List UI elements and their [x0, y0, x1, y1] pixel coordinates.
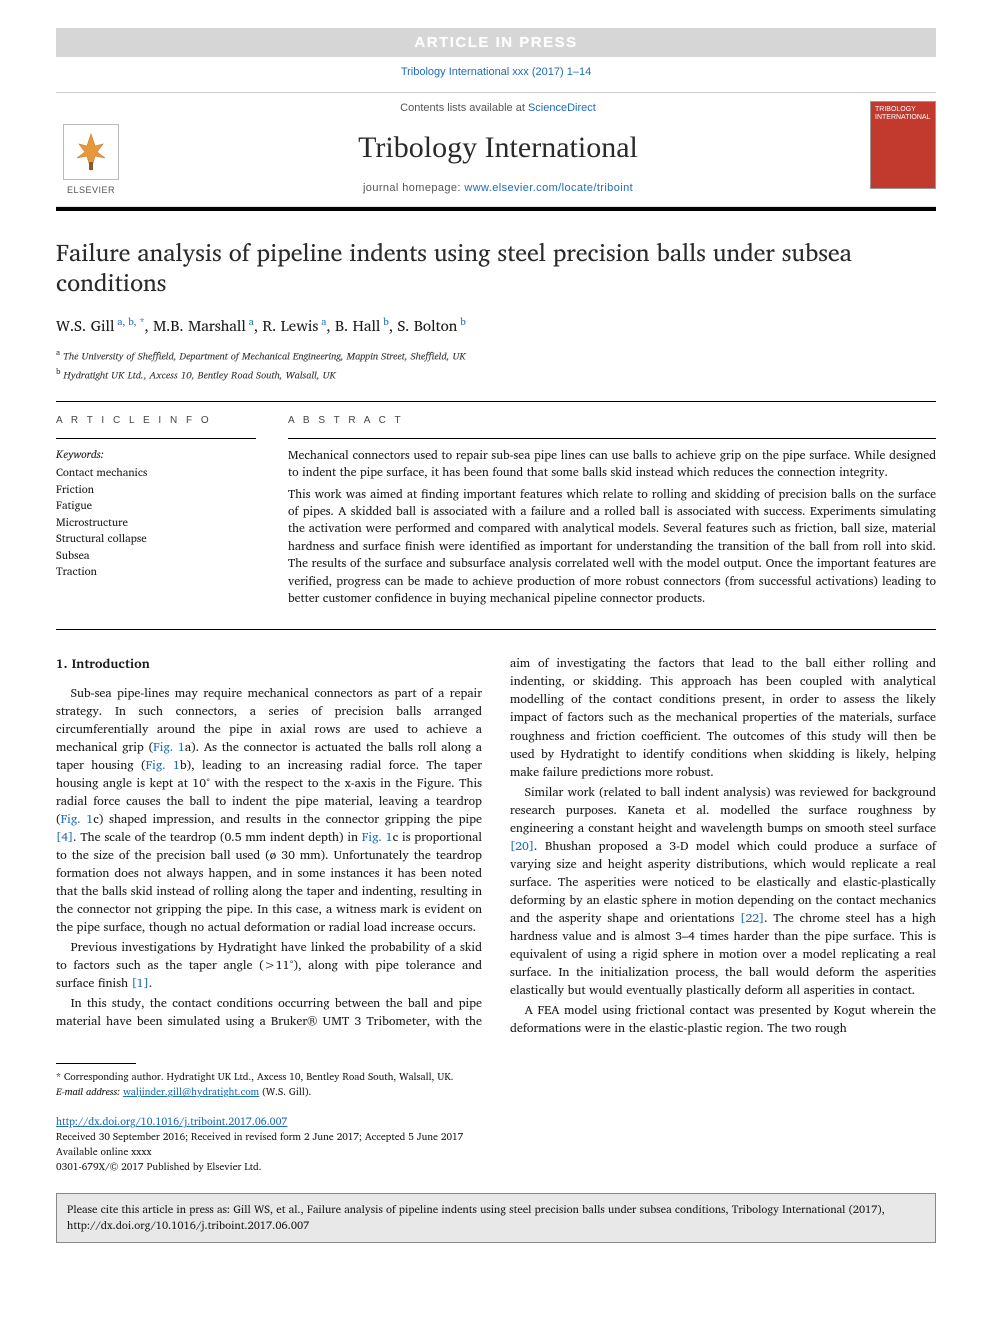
email-label: E-mail address: [56, 1084, 120, 1100]
abstract-text: Mechanical connectors used to repair sub… [288, 447, 936, 608]
corresponding-email-link[interactable]: waljinder.gill@hydratight.com [123, 1084, 259, 1100]
divider [56, 629, 936, 630]
keywords-list: Contact mechanicsFrictionFatigueMicrostr… [56, 464, 256, 580]
contents-prefix: Contents lists available at [400, 102, 528, 114]
footnote-rule [56, 1063, 136, 1064]
article-info-column: A R T I C L E I N F O Keywords: Contact … [56, 414, 256, 612]
keyword: Traction [56, 563, 256, 580]
author: M.B. Marshall a [153, 313, 254, 338]
body-paragraph: A FEA model using frictional contact was… [510, 1001, 936, 1037]
journal-homepage-link[interactable]: www.elsevier.com/locate/triboint [464, 182, 633, 194]
affiliations: a The University of Sheffield, Departmen… [56, 346, 936, 383]
abstract-paragraph: Mechanical connectors used to repair sub… [288, 447, 936, 482]
author: R. Lewis a [262, 313, 326, 338]
elsevier-tree-icon [63, 124, 119, 180]
publisher-logo-block: ELSEVIER [56, 101, 136, 196]
copyright-line: 0301-679X/© 2017 Published by Elsevier L… [56, 1160, 936, 1175]
keyword: Microstructure [56, 514, 256, 531]
homepage-prefix: journal homepage: [363, 182, 464, 194]
abstract-column: A B S T R A C T Mechanical connectors us… [288, 414, 936, 612]
keywords-label: Keywords: [56, 447, 256, 462]
article-in-press-banner: ARTICLE IN PRESS [56, 28, 936, 57]
affiliation: a The University of Sheffield, Departmen… [56, 346, 936, 364]
keyword: Friction [56, 481, 256, 498]
citation-header: Tribology International xxx (2017) 1–14 [56, 65, 936, 80]
abstract-label: A B S T R A C T [288, 414, 936, 428]
divider [288, 438, 936, 439]
journal-masthead: ELSEVIER Contents lists available at Sci… [56, 92, 936, 211]
doi-link[interactable]: http://dx.doi.org/10.1016/j.triboint.201… [56, 1112, 287, 1130]
article-info-label: A R T I C L E I N F O [56, 414, 256, 428]
corresponding-author: * Corresponding author. Hydratight UK Lt… [56, 1070, 936, 1085]
abstract-paragraph: This work was aimed at finding important… [288, 486, 936, 608]
body-paragraph: Similar work (related to ball indent ana… [510, 783, 936, 1000]
email-line: E-mail address: waljinder.gill@hydratigh… [56, 1085, 936, 1100]
section-heading-introduction: 1. Introduction [56, 654, 482, 673]
author-list: W.S. Gill a, b, *, M.B. Marshall a, R. L… [56, 315, 936, 336]
available-online: Available online xxxx [56, 1145, 936, 1160]
author: B. Hall b [335, 313, 389, 338]
keyword: Contact mechanics [56, 464, 256, 481]
journal-cover-block: TRIBOLOGY INTERNATIONAL [860, 101, 936, 196]
affiliation: b Hydratight UK Ltd., Axcess 10, Bentley… [56, 365, 936, 383]
body-two-columns: 1. Introduction Sub-sea pipe-lines may r… [56, 654, 936, 1037]
email-suffix: (W.S. Gill). [262, 1084, 311, 1100]
keyword: Structural collapse [56, 530, 256, 547]
keyword: Fatigue [56, 497, 256, 514]
journal-name: Tribology International [136, 127, 860, 169]
please-cite-box: Please cite this article in press as: Gi… [56, 1193, 936, 1243]
author: W.S. Gill a, b, * [56, 313, 144, 338]
sciencedirect-link[interactable]: ScienceDirect [528, 102, 596, 114]
author: S. Bolton b [397, 313, 465, 338]
article-title: Failure analysis of pipeline indents usi… [56, 237, 936, 297]
journal-homepage-line: journal homepage: www.elsevier.com/locat… [136, 181, 860, 196]
divider [56, 401, 936, 402]
article-footer: * Corresponding author. Hydratight UK Lt… [56, 1063, 936, 1175]
contents-lists-line: Contents lists available at ScienceDirec… [136, 101, 860, 116]
divider [56, 438, 256, 439]
body-paragraph: Previous investigations by Hydratight ha… [56, 938, 482, 992]
journal-cover-thumb: TRIBOLOGY INTERNATIONAL [870, 101, 936, 189]
elsevier-label: ELSEVIER [67, 184, 115, 197]
article-history: Received 30 September 2016; Received in … [56, 1130, 936, 1145]
keyword: Subsea [56, 547, 256, 564]
body-paragraph: Sub-sea pipe-lines may require mechanica… [56, 684, 482, 937]
